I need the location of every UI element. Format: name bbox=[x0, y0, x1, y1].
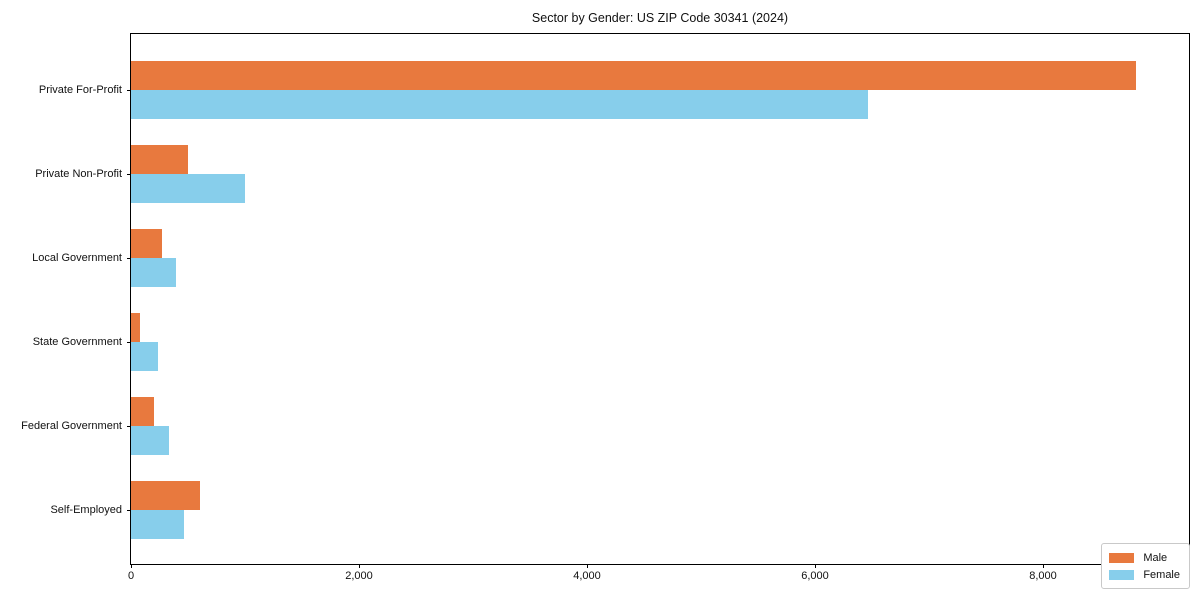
bar-female-private-non-profit bbox=[131, 174, 245, 203]
y-axis-label-state-government: State Government bbox=[32, 336, 122, 348]
x-axis-tick bbox=[359, 564, 360, 568]
bar-female-private-for-profit bbox=[131, 90, 868, 119]
legend: Male Female bbox=[1101, 543, 1190, 589]
chart-title: Sector by Gender: US ZIP Code 30341 (202… bbox=[531, 11, 789, 25]
bar-male-self-employed bbox=[131, 481, 200, 510]
plot-area: Private For-Profit Private Non-Profit Loca… bbox=[21, 33, 1190, 582]
x-axis-tick-label: 8,000 bbox=[1029, 570, 1057, 582]
y-axis-tick bbox=[127, 426, 131, 427]
x-axis-tick-label: 2,000 bbox=[345, 570, 373, 582]
male-color-swatch bbox=[1109, 552, 1135, 563]
bar-female-self-employed bbox=[131, 510, 184, 539]
bar-female-federal-government bbox=[131, 426, 169, 455]
y-axis-label-private-for-profit: Private For-Profit bbox=[38, 84, 122, 96]
bar-male-private-non-profit bbox=[131, 145, 188, 174]
y-axis-tick bbox=[127, 510, 131, 511]
x-axis-tick-label: 4,000 bbox=[573, 570, 601, 582]
y-axis-label-federal-government: Federal Government bbox=[21, 420, 122, 432]
x-axis-tick bbox=[1043, 564, 1044, 568]
y-axis-tick bbox=[127, 342, 131, 343]
y-axis-label-local-government: Local Government bbox=[32, 252, 122, 264]
legend-label-female: Female bbox=[1143, 568, 1180, 581]
y-axis-tick bbox=[127, 90, 131, 91]
bar-male-local-government bbox=[131, 229, 162, 258]
bar-male-federal-government bbox=[131, 397, 154, 426]
y-axis-tick bbox=[127, 174, 131, 175]
bar-male-private-for-profit bbox=[131, 61, 1136, 90]
legend-item-female: Female bbox=[1109, 566, 1180, 583]
bar-male-state-government bbox=[131, 313, 140, 342]
x-axis-tick-label: 0 bbox=[127, 570, 135, 582]
x-axis-tick bbox=[131, 564, 132, 568]
y-axis-tick bbox=[127, 258, 131, 259]
legend-item-male: Male bbox=[1109, 549, 1180, 566]
y-axis-label-private-non-profit: Private Non-Profit bbox=[35, 168, 122, 180]
bar-female-state-government bbox=[131, 342, 158, 371]
bar-female-local-government bbox=[131, 258, 176, 287]
x-axis-tick bbox=[587, 564, 588, 568]
y-axis-label-self-employed: Self-Employed bbox=[50, 504, 122, 516]
x-axis-tick-label: 6,000 bbox=[801, 570, 829, 582]
female-color-swatch bbox=[1109, 569, 1135, 580]
legend-label-male: Male bbox=[1143, 551, 1168, 564]
x-axis-tick bbox=[815, 564, 816, 568]
